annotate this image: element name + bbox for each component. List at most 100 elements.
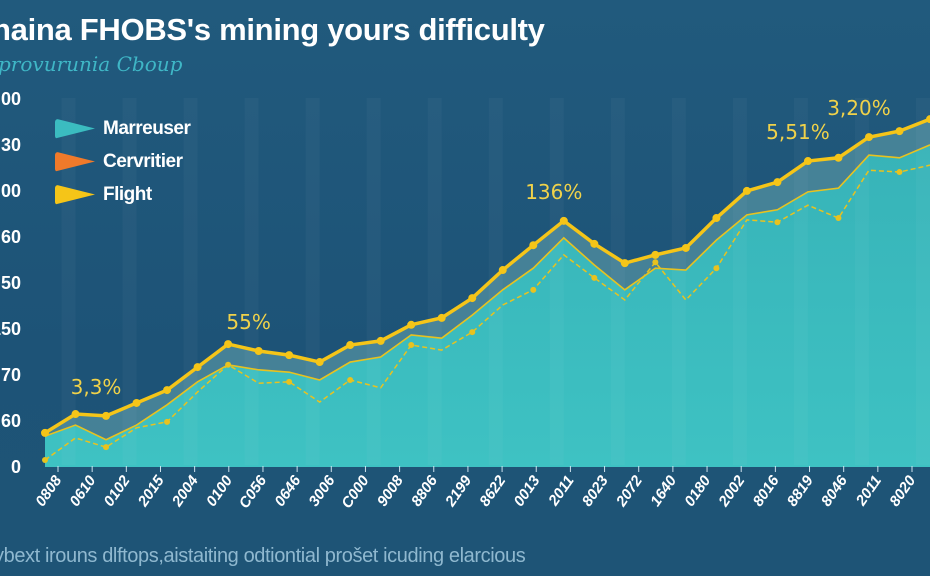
x-tick-label: 8622: [476, 472, 509, 510]
stripe: [794, 98, 808, 466]
x-tick-label: 0180: [681, 472, 714, 510]
x-tick-label: 1640: [647, 472, 680, 510]
band-area: [45, 119, 930, 440]
x-tick-label: 8016: [750, 472, 783, 510]
marreuser-point: [103, 444, 110, 451]
stripe: [855, 98, 869, 466]
marreuser-point: [652, 259, 659, 266]
y-tick-label: 150: [0, 319, 21, 339]
marreuser-point: [42, 457, 48, 464]
marreuser-point: [530, 286, 537, 293]
marreuser-point: [164, 418, 171, 425]
flight-point: [193, 363, 202, 372]
x-tick-label: 2002: [715, 472, 749, 510]
stripe: [733, 98, 747, 466]
flight-point: [132, 398, 141, 407]
y-tick-label: 50: [1, 273, 21, 293]
legend-item-cervritier: Cervritier: [55, 145, 190, 178]
chart-subtitle: provurunia Cboup: [0, 52, 183, 76]
flight-point: [346, 341, 355, 350]
marreuser-line: [44, 164, 930, 461]
x-tick-label: 0808: [32, 472, 65, 510]
x-tick-label: 8806: [408, 472, 441, 510]
y-tick-label: 30: [1, 135, 21, 155]
x-tick-label: 2011: [545, 473, 578, 510]
marreuser-point: [286, 378, 293, 385]
y-tick-label: 00: [1, 181, 21, 201]
stripe: [916, 98, 930, 466]
flight-point: [590, 239, 599, 248]
x-tick-label: 2011: [852, 473, 885, 510]
data-label: 5,51%: [766, 120, 830, 144]
flight-point: [529, 241, 538, 250]
flight-line: [44, 117, 930, 435]
flight-point: [651, 250, 660, 259]
stripe: [428, 98, 442, 466]
x-tick-label: C000: [338, 472, 373, 512]
stripe: [306, 98, 320, 466]
x-tick-label: 3006: [305, 472, 338, 510]
marreuser-point: [896, 169, 903, 176]
yellow-triangle-icon: [55, 184, 95, 205]
teal-triangle-icon: [55, 118, 95, 139]
x-tick-label: C056: [236, 472, 271, 512]
data-label: 55%: [226, 310, 270, 334]
x-tick-label: 8819: [784, 472, 817, 510]
marreuser-point: [591, 274, 598, 281]
flight-point: [41, 428, 49, 437]
flight-point: [437, 313, 446, 322]
x-tick-label: 0646: [271, 472, 304, 510]
x-tick-label: 2199: [442, 472, 476, 510]
x-tick-label: 0100: [203, 472, 236, 510]
x-tick-label: 8020: [886, 472, 919, 510]
flight-point: [468, 294, 477, 303]
stripe: [611, 98, 625, 466]
x-tick-label: 8023: [579, 472, 612, 510]
flight-point: [834, 153, 843, 162]
legend-item-marreuser: Marreuser: [55, 112, 191, 145]
marreuser-point: [469, 329, 476, 336]
flight-point: [742, 186, 751, 195]
data-label: 3,3%: [71, 375, 122, 399]
x-tick-label: 2004: [168, 472, 202, 510]
y-tick-label: 70: [1, 365, 21, 385]
stripe: [367, 98, 381, 466]
flight-point: [773, 178, 782, 187]
flight-point: [895, 127, 904, 136]
flight-point: [407, 320, 416, 329]
chart-title: haina FHOBS's mining yours difficulty: [0, 12, 545, 47]
flight-point: [376, 336, 385, 345]
marreuser-point: [774, 219, 781, 226]
flight-point: [102, 411, 111, 420]
data-label: 136%: [525, 180, 582, 204]
flight-point: [163, 386, 172, 395]
flight-point: [254, 347, 263, 355]
flight-point: [71, 410, 80, 419]
flight-point: [315, 358, 324, 367]
legend-label: Marreuser: [103, 117, 191, 139]
flight-point: [285, 351, 294, 360]
flight-point: [712, 214, 721, 223]
flight-point: [498, 266, 507, 275]
flight-point: [864, 133, 873, 142]
x-tick-label: 0102: [101, 472, 134, 510]
marreuser-point: [713, 265, 720, 272]
stripe: [245, 98, 259, 466]
stripe: [672, 98, 686, 466]
y-tick-label: 00: [1, 89, 21, 109]
legend-label: Flight: [103, 183, 152, 205]
cervritier-line: [44, 144, 930, 441]
flight-point: [559, 216, 568, 225]
y-tick-label: 60: [1, 411, 21, 431]
marreuser-point: [347, 376, 354, 383]
legend: Marreuser Cervritier Flight: [55, 112, 191, 211]
stripe: [550, 98, 564, 466]
orange-triangle-icon: [55, 151, 95, 172]
y-tick-label: 60: [1, 227, 21, 247]
marreuser-area: [45, 144, 930, 467]
legend-item-flight: Flight: [55, 178, 190, 211]
y-tick-label: 0: [11, 457, 21, 477]
x-tick-label: 2015: [134, 472, 168, 510]
flight-point: [224, 340, 233, 349]
